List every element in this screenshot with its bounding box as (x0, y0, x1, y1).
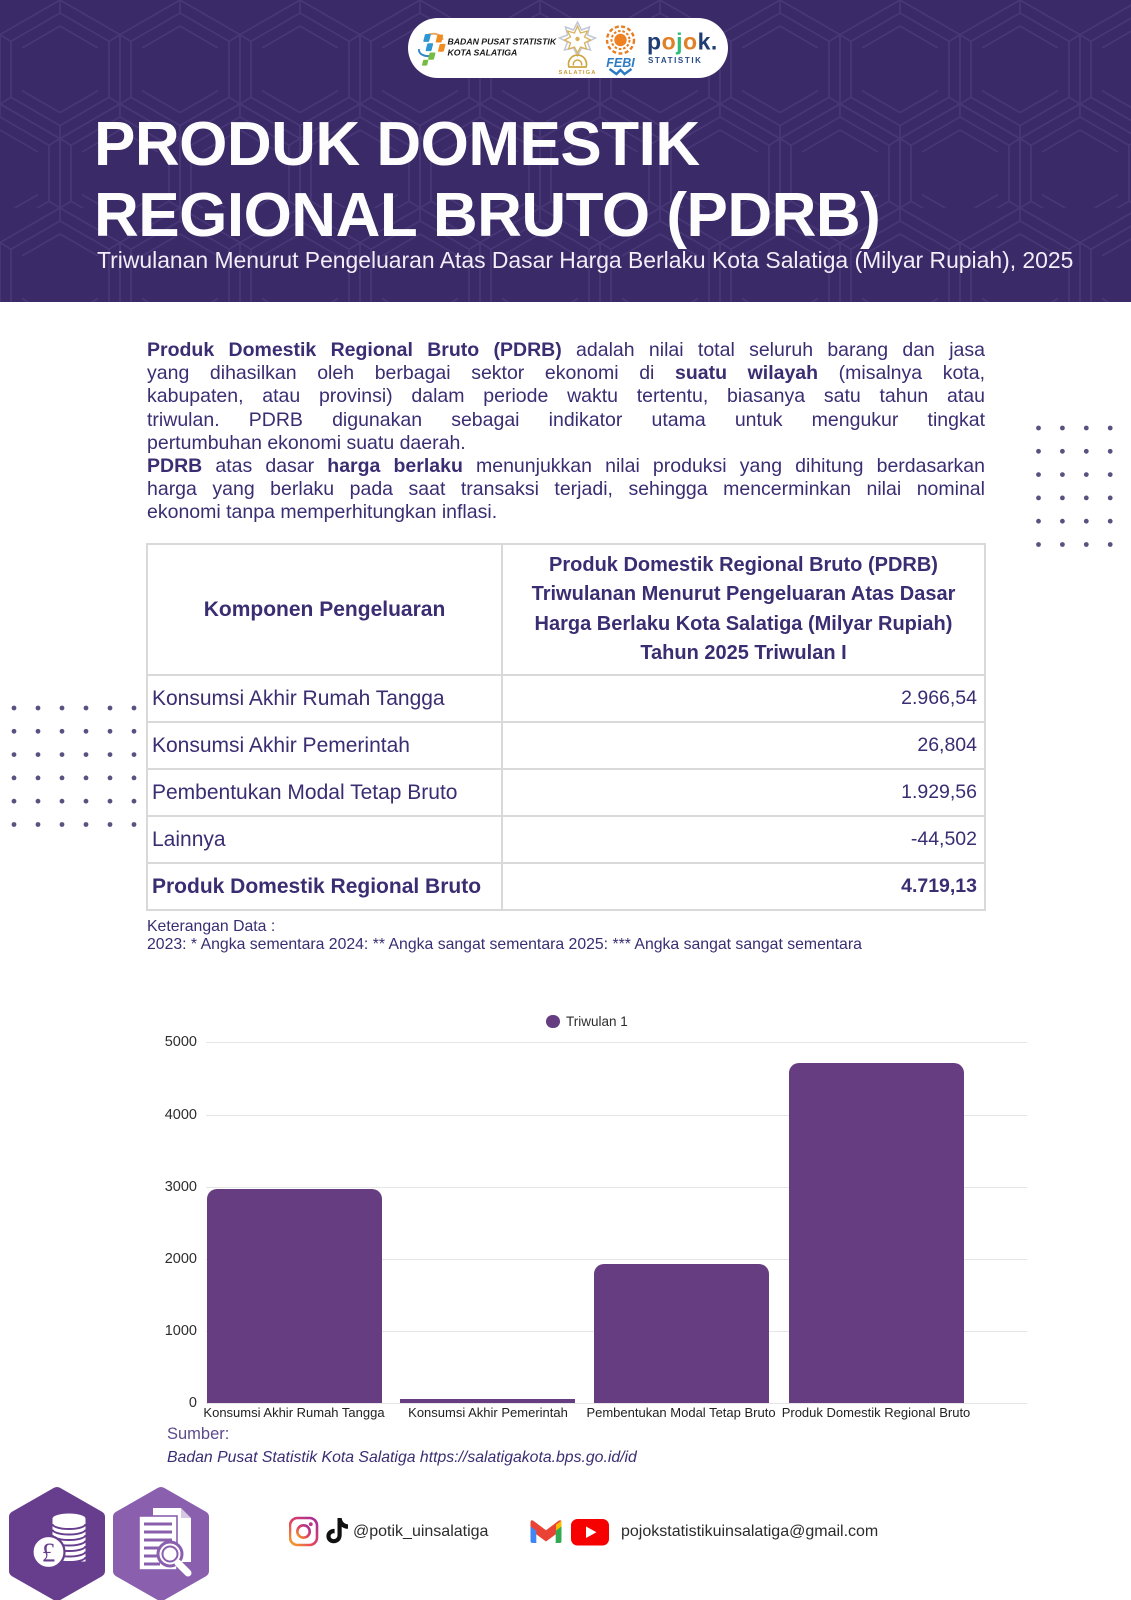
svg-text:FEBI: FEBI (606, 56, 635, 70)
svg-text:STATISTIK: STATISTIK (648, 56, 703, 65)
svg-text:BADAN PUSAT STATISTIK: BADAN PUSAT STATISTIK (448, 37, 557, 47)
svg-text:pojok.: pojok. (647, 29, 718, 55)
svg-text:SALATIGA: SALATIGA (559, 70, 597, 76)
svg-text:KOTA SALATIGA: KOTA SALATIGA (448, 48, 518, 58)
svg-text:£: £ (42, 1538, 56, 1568)
